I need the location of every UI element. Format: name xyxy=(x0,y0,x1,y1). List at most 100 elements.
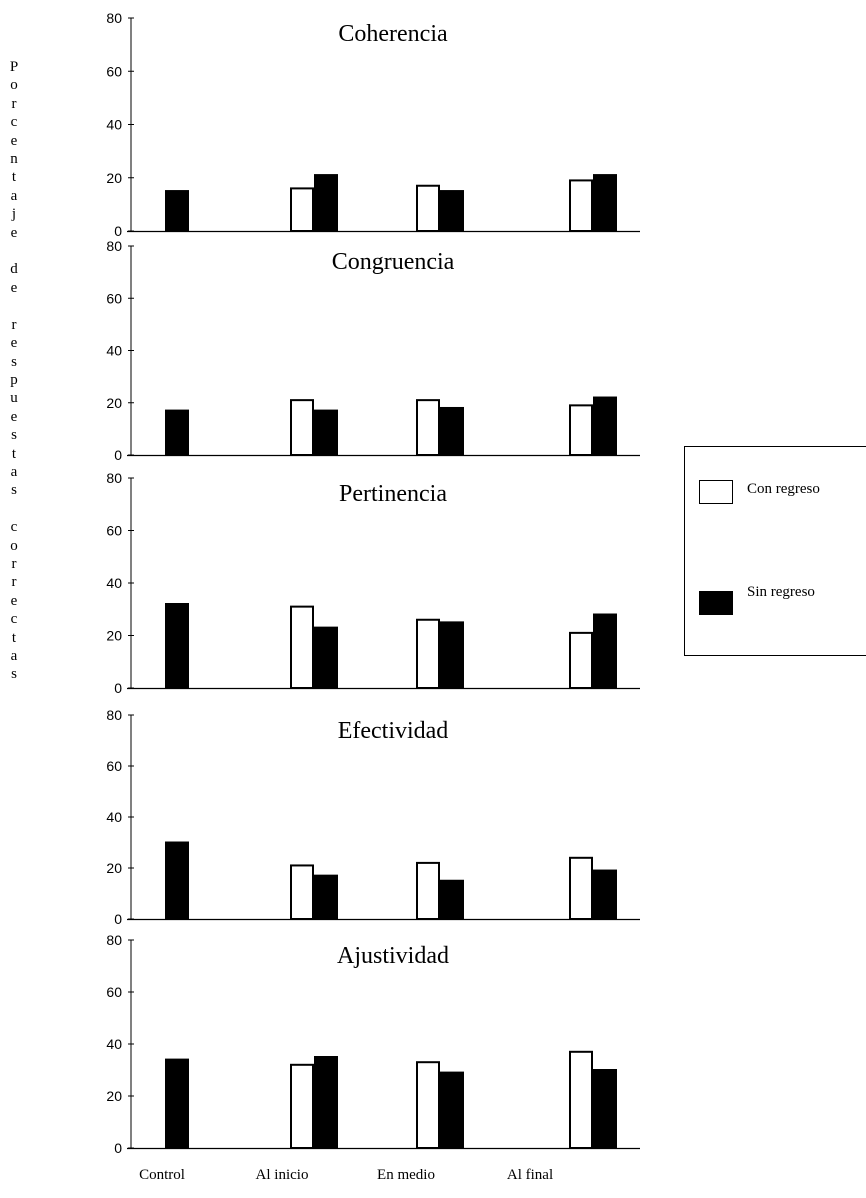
legend: Con regreso Sin regreso xyxy=(684,446,866,656)
y-tick-label: 40 xyxy=(106,575,122,591)
bar-sin-regreso-en-medio xyxy=(440,1071,464,1149)
y-axis-label-char: u xyxy=(10,390,18,407)
y-axis-label-char: t xyxy=(11,445,17,462)
y-tick-label: 60 xyxy=(106,290,122,306)
bar-con-regreso-al-inicio xyxy=(290,1063,314,1150)
bar-con-regreso-al-inicio xyxy=(290,864,314,921)
y-tick-label: 0 xyxy=(114,911,122,927)
y-tick-label: 40 xyxy=(106,117,122,133)
y-axis-label-char: o xyxy=(10,77,18,94)
bar-con-regreso-en-medio xyxy=(416,861,440,921)
y-tick-label: 20 xyxy=(106,628,122,644)
legend-item-con-regreso: Con regreso xyxy=(699,480,820,504)
y-axis-label-char: e xyxy=(10,592,18,609)
panel-title-efectividad: Efectividad xyxy=(338,718,449,744)
y-tick-label: 20 xyxy=(106,860,122,876)
y-tick-label: 40 xyxy=(106,1036,122,1052)
bar-sin-regreso-al-final xyxy=(593,613,617,689)
y-axis-label-char: s xyxy=(11,353,17,370)
y-axis-label-char: r xyxy=(11,574,17,591)
y-tick-label: 80 xyxy=(106,932,122,948)
y-tick-label: 60 xyxy=(106,63,122,79)
y-axis-label-char: a xyxy=(10,187,18,204)
y-tick-label: 80 xyxy=(106,10,122,26)
y-axis-label-char: a xyxy=(10,463,18,480)
y-axis-label-char: e xyxy=(10,224,18,241)
y-axis-label-char: o xyxy=(10,537,18,554)
y-axis-label-char: e xyxy=(10,335,18,352)
y-axis-label-char: t xyxy=(11,629,17,646)
bar-sin-regreso-en-medio xyxy=(440,190,464,232)
y-axis-label-char: e xyxy=(10,279,18,296)
bar-sin-regreso-en-medio xyxy=(440,621,464,689)
bar-con-regreso-en-medio xyxy=(416,1061,440,1149)
y-axis-label-char: j xyxy=(11,206,17,223)
panel-title-congruencia: Congruencia xyxy=(332,249,455,275)
y-axis-label-char: r xyxy=(11,555,17,572)
legend-item-sin-regreso: Sin regreso xyxy=(699,583,815,615)
x-tick-label-al-inicio: Al inicio xyxy=(255,1167,309,1183)
y-axis-label-char: e xyxy=(10,408,18,425)
bar-sin-regreso-al-final xyxy=(593,869,617,920)
y-axis-label-char: c xyxy=(10,114,18,131)
x-tick-label-control: Control xyxy=(139,1167,185,1183)
x-tick-label-en-medio: En medio xyxy=(377,1167,435,1183)
bar-con-regreso-al-final xyxy=(569,1050,593,1150)
y-tick-label: 0 xyxy=(114,223,122,239)
bar-con-regreso-al-final xyxy=(569,179,593,233)
panel-title-ajustividad: Ajustividad xyxy=(337,943,449,969)
y-axis-label-char: s xyxy=(11,666,17,683)
bar-sin-regreso-control xyxy=(165,841,189,920)
y-tick-label: 80 xyxy=(106,470,122,486)
legend-label-con-regreso: Con regreso xyxy=(747,481,820,497)
bar-sin-regreso-al-inicio xyxy=(314,874,338,921)
legend-label-sin-regreso: Sin regreso xyxy=(747,584,815,600)
bar-con-regreso-al-inicio xyxy=(290,187,314,232)
bar-con-regreso-en-medio xyxy=(416,618,440,689)
bar-con-regreso-al-final xyxy=(569,856,593,920)
y-axis-label-char: a xyxy=(10,648,18,664)
y-axis-label-char: r xyxy=(11,316,17,333)
y-tick-label: 80 xyxy=(106,238,122,254)
y-axis-label-char: c xyxy=(10,519,18,536)
y-tick-label: 40 xyxy=(106,809,122,825)
y-tick-label: 60 xyxy=(106,758,122,774)
bar-sin-regreso-control xyxy=(165,409,189,456)
bar-con-regreso-en-medio xyxy=(416,399,440,457)
bar-con-regreso-al-final xyxy=(569,631,593,689)
bar-con-regreso-en-medio xyxy=(416,184,440,233)
bar-sin-regreso-en-medio xyxy=(440,879,464,920)
bar-sin-regreso-control xyxy=(165,1058,189,1149)
bar-con-regreso-al-final xyxy=(569,404,593,456)
y-tick-label: 0 xyxy=(114,680,122,696)
panel-title-coherencia: Coherencia xyxy=(338,21,448,47)
bar-sin-regreso-al-final xyxy=(593,1069,617,1149)
y-axis-label-char: P xyxy=(9,59,19,75)
bar-sin-regreso-al-inicio xyxy=(314,174,338,232)
legend-swatch-sin-regreso xyxy=(699,591,733,615)
y-axis-label-char: d xyxy=(10,261,18,278)
y-axis-label-char: s xyxy=(11,427,17,444)
bar-con-regreso-al-inicio xyxy=(290,399,314,457)
panel-title-pertinencia: Pertinencia xyxy=(339,481,447,507)
bar-sin-regreso-control xyxy=(165,603,189,689)
bar-sin-regreso-al-final xyxy=(593,174,617,232)
bar-con-regreso-al-inicio xyxy=(290,605,314,689)
y-tick-label: 20 xyxy=(106,170,122,186)
y-tick-label: 60 xyxy=(106,984,122,1000)
bar-sin-regreso-al-inicio xyxy=(314,409,338,456)
bar-sin-regreso-al-final xyxy=(593,396,617,456)
bar-sin-regreso-en-medio xyxy=(440,406,464,457)
y-tick-label: 40 xyxy=(106,343,122,359)
y-tick-label: 20 xyxy=(106,395,122,411)
y-axis-label-char: p xyxy=(10,371,18,388)
y-tick-label: 20 xyxy=(106,1088,122,1104)
legend-swatch-con-regreso xyxy=(699,480,733,504)
y-axis-label-char: t xyxy=(11,169,17,186)
y-axis-label-char: e xyxy=(10,132,18,149)
y-axis-label-char: s xyxy=(11,482,17,499)
y-axis-label-char: r xyxy=(11,95,17,112)
x-tick-label-al-final: Al final xyxy=(506,1167,554,1183)
